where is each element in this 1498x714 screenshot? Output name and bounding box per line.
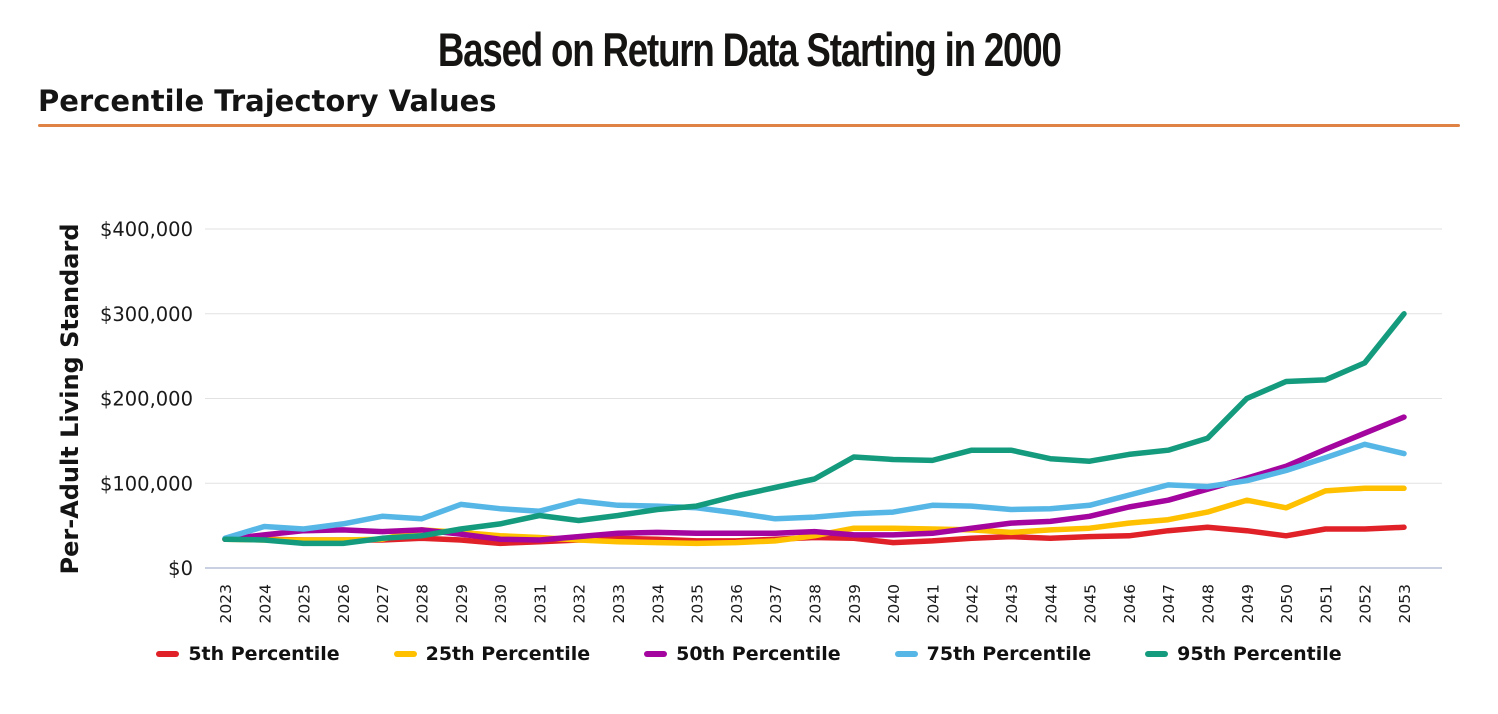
legend-swatch-50th-percentile [644,651,668,657]
x-tick-label: 2046 [1121,584,1139,623]
x-tick-label: 2025 [296,584,314,623]
x-tick-label: 2041 [924,584,942,623]
legend-item-25th-percentile: 25th Percentile [393,643,591,665]
y-tick-label: $400,000 [100,218,193,241]
x-tick-label: 2032 [571,584,589,623]
x-tick-label: 2048 [1200,584,1218,623]
x-tick-label: 2028 [414,584,432,623]
x-tick-label: 2027 [374,584,392,623]
legend-item-5th-percentile: 5th Percentile [156,643,340,665]
x-tick-label: 2037 [767,584,785,623]
chart-subtitle: Percentile Trajectory Values [38,84,497,118]
y-tick-label: $100,000 [100,472,193,495]
x-tick-label: 2026 [335,584,353,623]
x-tick-label: 2042 [964,584,982,623]
x-tick-label: 2049 [1239,584,1257,623]
x-tick-label: 2047 [1160,584,1178,623]
x-tick-label: 2030 [492,584,510,623]
x-tick-label: 2050 [1278,584,1296,623]
x-tick-label: 2044 [1042,584,1060,623]
legend-item-75th-percentile: 75th Percentile [894,643,1092,665]
x-tick-label: 2052 [1357,584,1375,623]
legend-swatch-95th-percentile [1145,651,1169,657]
page-title-text: Based on Return Data Starting in 2000 [437,23,1062,76]
page-title: Based on Return Data Starting in 2000 [0,22,1498,77]
x-tick-label: 2024 [256,584,274,623]
x-tick-label: 2051 [1317,584,1335,623]
x-tick-label: 2040 [885,584,903,623]
x-tick-label: 2034 [649,584,667,623]
legend-label: 75th Percentile [926,643,1092,665]
legend-swatch-75th-percentile [894,651,918,657]
x-tick-label: 2023 [217,584,235,623]
x-tick-label: 2033 [610,584,628,623]
series-line-75th-percentile [222,441,1407,542]
series-line-95th-percentile [222,311,1407,547]
legend-label: 95th Percentile [1177,643,1342,665]
legend-item-95th-percentile: 95th Percentile [1145,643,1342,665]
x-tick-label: 2039 [846,584,864,623]
legend-swatch-5th-percentile [156,651,180,657]
y-tick-label: $300,000 [100,303,193,326]
x-tick-label: 2029 [453,584,471,623]
y-tick-label: $200,000 [100,388,193,411]
legend-label: 25th Percentile [425,643,591,665]
legend-swatch-25th-percentile [393,651,417,657]
y-tick-label: $0 [168,557,193,580]
x-tick-label: 2035 [689,584,707,623]
x-tick-label: 2043 [1003,584,1021,623]
legend-label: 50th Percentile [676,643,841,665]
x-tick-label: 2036 [728,584,746,623]
legend-item-50th-percentile: 50th Percentile [644,643,841,665]
accent-divider-rule [38,124,1460,127]
x-tick-label: 2053 [1396,584,1414,623]
x-tick-label: 2045 [1082,584,1100,623]
x-tick-label: 2038 [807,584,825,623]
chart-legend: 5th Percentile 25th Percentile 50th Percen… [0,643,1498,665]
x-tick-label: 2031 [531,584,549,623]
legend-label: 5th Percentile [188,643,340,665]
